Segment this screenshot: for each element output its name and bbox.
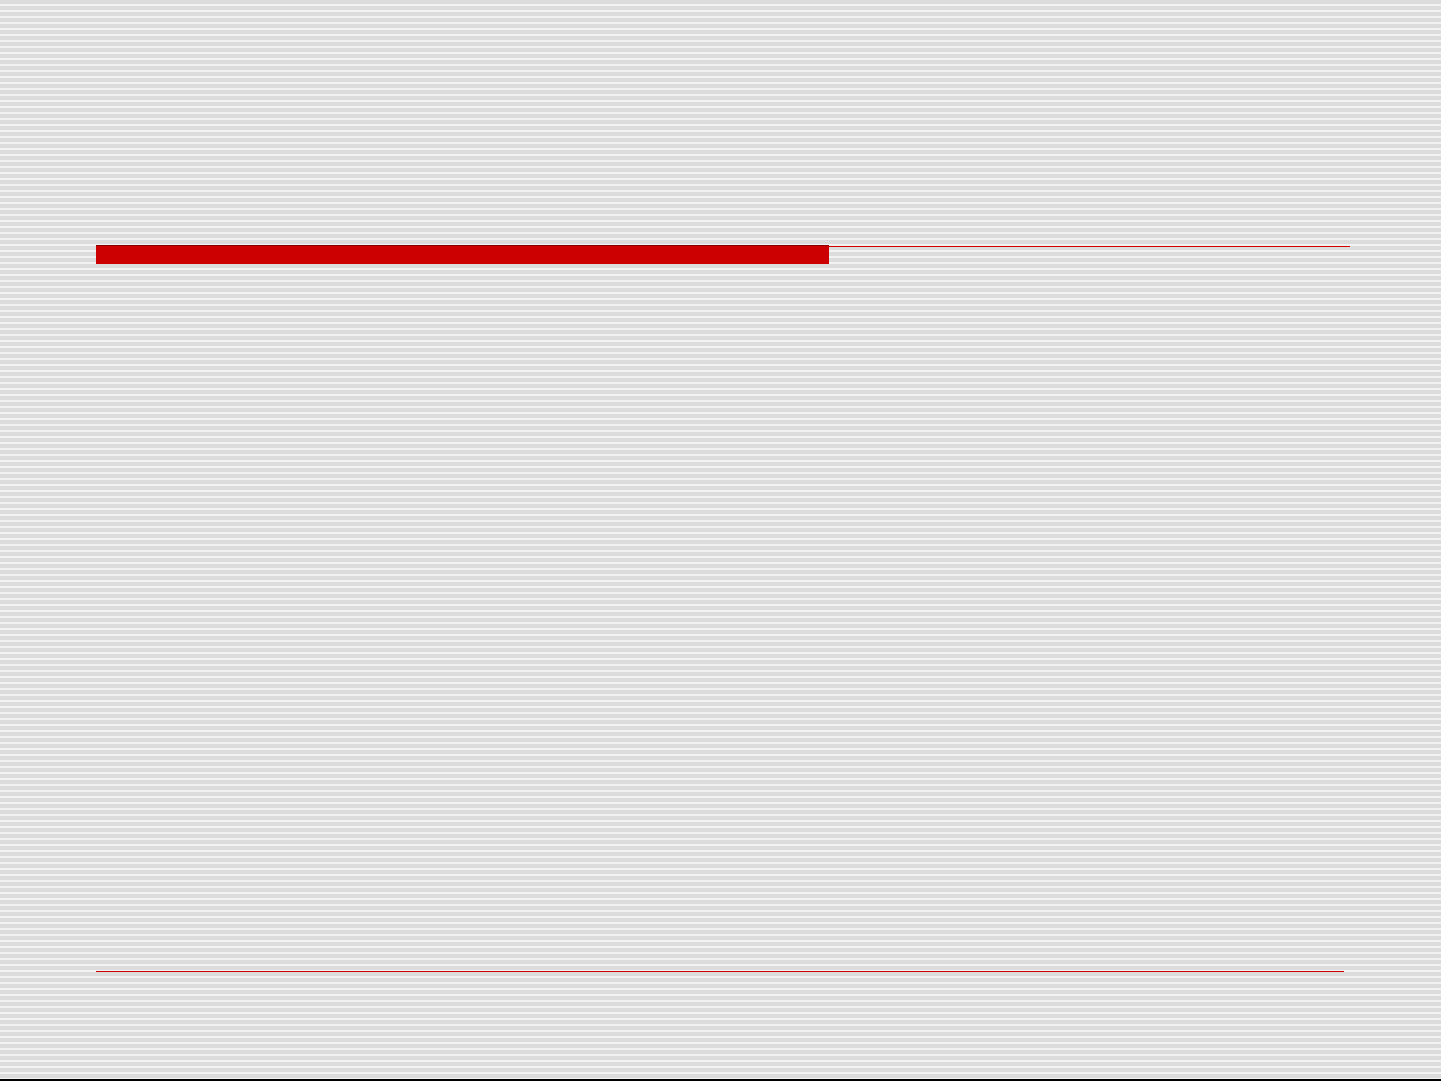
title-accent-bar (96, 246, 829, 264)
title-rule-line (829, 246, 1350, 247)
footer-rule-line (96, 971, 1344, 972)
slide-bottom-edge (0, 1079, 1441, 1081)
title-bar-edge (96, 245, 829, 246)
